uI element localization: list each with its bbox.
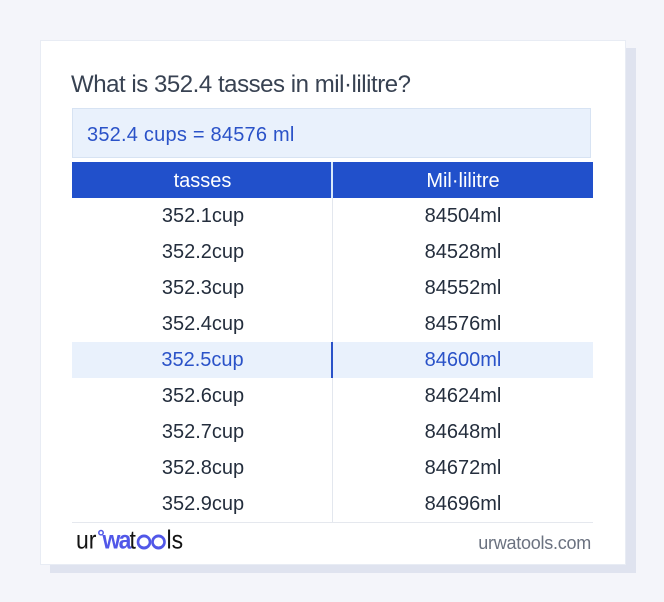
- svg-text:ls: ls: [167, 526, 184, 555]
- svg-text:ur: ur: [76, 526, 96, 555]
- svg-text:t: t: [130, 526, 137, 555]
- svg-text:wa: wa: [102, 526, 132, 555]
